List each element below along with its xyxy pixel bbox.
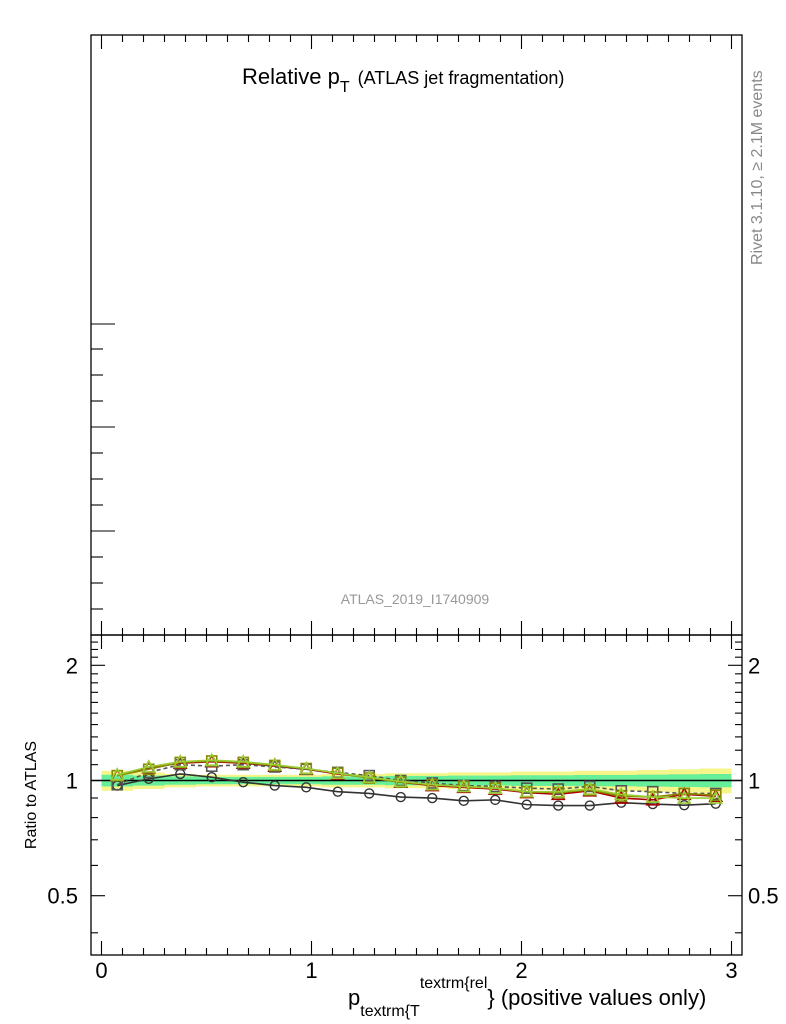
ratio-point [206,772,217,783]
ratio-point [361,769,377,784]
ratio-point [267,756,283,771]
ratio-ytick-label-right: 0.5 [748,884,779,909]
ratio-point [519,784,535,798]
ratio-point [364,788,375,799]
ratio-point [645,792,661,806]
ratio-ytick-label-left: 1 [66,769,78,794]
ratio-ylabel: Ratio to ATLAS [23,741,40,849]
title-subscript: T [340,79,350,96]
plot-title: Relative pT (ATLAS jet fragmentation) [242,64,564,96]
xlabel-main: p [348,985,360,1010]
ratio-series-triangle-4 [109,752,724,804]
ratio-point [238,776,249,788]
ratio-xtick-label: 3 [725,958,737,983]
ratio-point [645,789,661,803]
ratio-series-line [116,763,716,795]
ratio-xtick-label: 2 [515,958,527,983]
ratio-point [111,769,124,782]
ratio-point [709,789,722,802]
ratio-panel-frame [90,634,743,956]
ratio-panel-ticks: 0 1 2 3 0.5 0.5 1 1 2 2 [47,635,779,983]
ratio-xtick-label: 1 [305,958,317,983]
ratio-ytick-label-left: 2 [66,653,78,678]
ratio-point [109,767,125,781]
ratio-series-group [109,752,724,811]
ratio-point [424,777,440,791]
ratio-point [490,794,501,806]
ratio-point [332,786,343,797]
ratio-ytick-label-right: 1 [748,769,760,794]
ratio-point [298,760,314,775]
analysis-id-label: ATLAS_2019_I1740909 [341,591,490,607]
rivet-version-label: Rivet 3.1.10, ≥ 2.1M events [749,70,766,265]
ratio-point [553,800,564,811]
ratio-point [172,754,188,768]
x-axis-label: ptextrm{Ttextrm{rel} (positive values on… [348,975,706,1020]
ratio-point [456,778,472,793]
xlabel-tail: } (positive values only) [487,985,706,1010]
ratio-point [676,790,692,804]
ratio-point [427,792,438,804]
ratio-point [141,759,157,773]
xlabel-superscript: textrm{rel [420,975,488,992]
ratio-point [582,781,598,795]
ratio-ytick-label-right: 2 [748,653,760,678]
ratio-point [487,780,503,794]
ratio-point [679,799,690,811]
ratio-ytick-label-left: 0.5 [47,884,78,909]
xlabel-subscript: textrm{T [360,1003,420,1020]
ratio-point [458,795,469,807]
ratio-point [584,800,595,811]
ratio-point [393,773,409,788]
main-panel-frame [90,34,743,636]
ratio-series-line [117,759,716,799]
ratio-point [204,752,220,766]
main-panel-ticks [91,35,733,635]
ratio-point [330,765,346,779]
ratio-point [301,782,312,793]
ratio-xtick-label: 0 [95,958,107,983]
ratio-point [552,786,565,799]
ratio-point [395,791,406,803]
ratio-point [521,799,532,810]
title-main: Relative p [242,64,340,89]
ratio-point [550,784,566,798]
title-parenthetical: (ATLAS jet fragmentation) [358,68,565,88]
ratio-point [613,786,629,801]
ratio-point [708,790,724,804]
ratio-point [269,780,280,791]
ratio-point [235,754,251,768]
ratio-point [613,790,629,804]
